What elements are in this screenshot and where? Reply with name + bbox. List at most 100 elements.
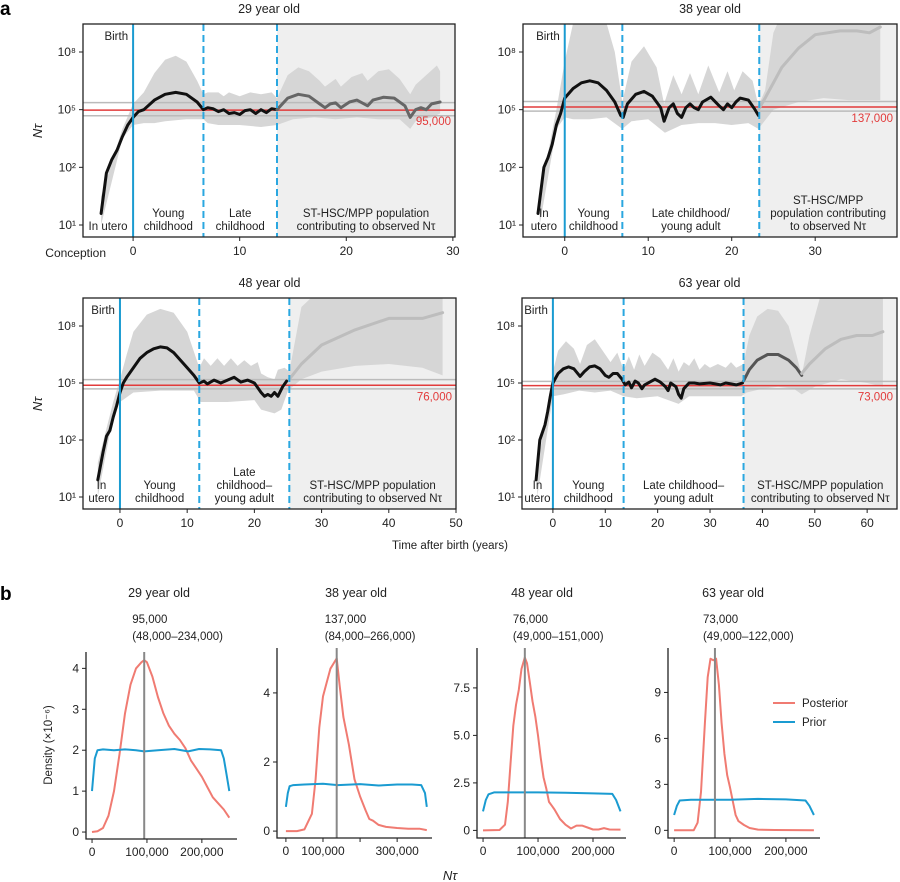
estimate-label: 95,000	[416, 116, 451, 128]
region-label: young adult	[661, 221, 721, 233]
series-extrapolated	[275, 92, 442, 119]
legend-posterior-label: Posterior	[802, 698, 848, 710]
panel-title: 63 year old	[679, 276, 741, 290]
y-tick-label: 4	[263, 686, 270, 700]
density-prior	[482, 791, 622, 812]
conception-label: Conception	[45, 246, 106, 260]
x-tick-label: 10	[642, 244, 656, 258]
x-tick-label: 100,000	[301, 844, 345, 858]
density-panel-2: 38 year old 137,000 (84,000–266,000) 0 2 4 0 10…	[263, 586, 432, 858]
panel-a-ylabel-top: Nτ	[30, 123, 45, 138]
trajectory-panel-2: 10¹ 10² 10⁵ 10⁸ 0 10 20 30 38 year old Birth Inute…	[498, 2, 898, 258]
density-prior	[673, 797, 815, 816]
x-tick-label: 0	[480, 844, 487, 858]
birth-label: Birth	[104, 31, 128, 43]
panel-title: 29 year old	[128, 586, 190, 600]
y-tick-label: 3	[72, 702, 79, 716]
density-posterior	[285, 657, 427, 833]
region-label: Young	[152, 208, 184, 220]
region-label: childhood	[144, 221, 193, 233]
y-tick-label: 3	[654, 777, 661, 791]
y-tick-label: 6	[654, 731, 661, 745]
region-label: childhood–	[216, 480, 272, 492]
panel-title: 48 year old	[511, 586, 573, 600]
region-label: utero	[524, 493, 550, 505]
panel-b-letter: b	[0, 584, 12, 605]
x-tick-label: 30	[446, 244, 460, 258]
x-tick-label: 100,000	[516, 844, 560, 858]
median-label: 73,000	[703, 614, 738, 626]
x-tick-label: 100,000	[708, 844, 752, 858]
plot-frame	[521, 297, 898, 510]
estimate-label: 76,000	[417, 391, 452, 403]
median-label: 76,000	[513, 614, 548, 626]
y-tick-label: 10⁵	[498, 103, 516, 117]
region-label: Late childhood–	[643, 480, 725, 492]
x-tick-label: 40	[382, 516, 396, 530]
y-tick-label: 10²	[498, 433, 515, 447]
median-label: 95,000	[132, 614, 167, 626]
birth-label: Birth	[91, 305, 115, 317]
x-tick-label: 0	[283, 844, 290, 858]
panel-a-ylabel-bottom: Nτ	[30, 396, 45, 411]
y-tick-label: 9	[654, 685, 661, 699]
x-tick-label: 20	[340, 244, 354, 258]
panel-b-xlabel: Nτ	[443, 868, 458, 882]
region-label: population contributing	[770, 208, 886, 220]
density-panel-1: 29 year old 95,000 (48,000–234,000) 0 1 2 3 4 0 1…	[72, 586, 237, 859]
ci-label: (48,000–234,000)	[132, 631, 223, 643]
x-tick-label: 20	[248, 516, 262, 530]
region-label: childhood	[569, 221, 618, 233]
density-posterior	[482, 656, 621, 832]
density-panel-3: 48 year old 76,000 (49,000–151,000) 0 2.5 5.0…	[453, 586, 626, 858]
density-prior	[91, 748, 231, 792]
region-label: contributing to observed Nτ	[751, 493, 890, 505]
x-tick-label: 30	[315, 516, 329, 530]
x-tick-label: 40	[756, 516, 770, 530]
estimate-label: 137,000	[851, 113, 893, 125]
x-tick-label: 10	[233, 244, 247, 258]
density-posterior	[91, 659, 231, 833]
panel-title: 29 year old	[238, 2, 300, 16]
panel-a-xlabel: Time after birth (years)	[392, 540, 508, 552]
y-tick-label: 4	[72, 661, 79, 675]
y-tick-label: 10⁸	[497, 319, 515, 333]
region-label: Young	[572, 480, 604, 492]
plot-frame	[522, 23, 898, 238]
y-tick-label: 10²	[59, 160, 76, 174]
ci-label: (84,000–266,000)	[325, 631, 416, 643]
ci-label: (49,000–122,000)	[703, 631, 794, 643]
region-label: In	[533, 480, 543, 492]
y-tick-label: 10¹	[59, 218, 76, 232]
panel-title: 48 year old	[239, 276, 301, 290]
x-tick-label: 10	[599, 516, 613, 530]
axes	[85, 652, 237, 840]
region-label: childhood	[216, 221, 265, 233]
y-tick-label: 1	[72, 784, 79, 798]
x-tick-label: 100,000	[125, 845, 169, 859]
birth-label: Birth	[524, 305, 548, 317]
region-label: ST-HSC/MPP	[793, 195, 864, 207]
series-inferred	[534, 364, 744, 482]
region-label: contributing to observed Nτ	[297, 221, 436, 233]
x-tick-label: 10	[180, 516, 194, 530]
density-posterior	[674, 657, 814, 832]
credible-band	[97, 298, 443, 497]
density-prior	[284, 782, 428, 808]
panel-a-letter: a	[0, 0, 11, 20]
region-label: Late	[229, 208, 251, 220]
x-tick-label: 300,000	[375, 844, 419, 858]
series-extrapolated	[756, 25, 882, 112]
series-extrapolated-near	[742, 353, 804, 383]
contributing-region-shade	[276, 24, 455, 237]
x-tick-label: 200,000	[571, 844, 615, 858]
legend: Posterior Prior	[773, 698, 848, 729]
legend-prior-label: Prior	[802, 717, 826, 729]
y-tick-label: 10⁵	[58, 376, 76, 390]
region-label: ST-HSC/MPP population	[303, 208, 429, 220]
estimate-label: 73,000	[858, 392, 893, 404]
credible-band	[537, 298, 883, 497]
x-tick-label: 20	[651, 516, 665, 530]
y-tick-label: 10²	[59, 433, 76, 447]
